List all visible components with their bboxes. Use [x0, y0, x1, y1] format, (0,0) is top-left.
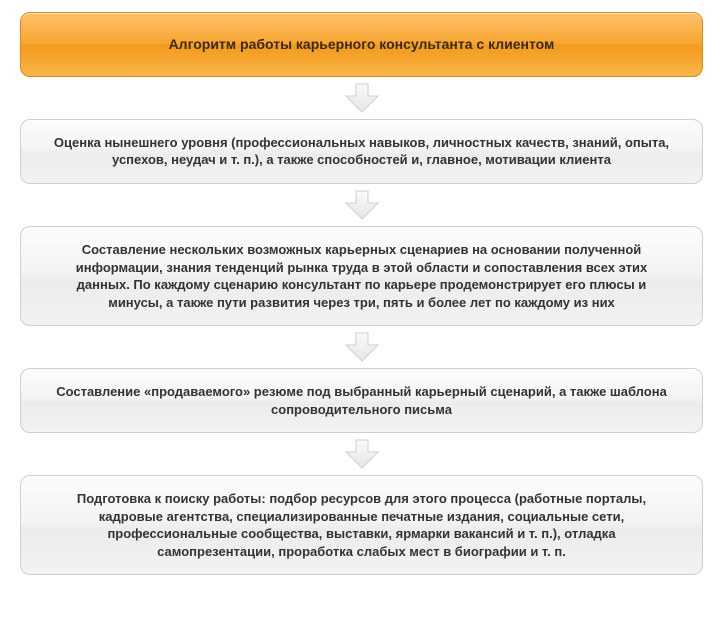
header-text: Алгоритм работы карьерного консультанта …: [169, 36, 555, 52]
step-box-4: Подготовка к поиску работы: подбор ресур…: [20, 475, 703, 575]
step-box-3: Составление «продаваемого» резюме под вы…: [20, 368, 703, 433]
step-box-1: Оценка нынешнего уровня (профессиональны…: [20, 119, 703, 184]
flowchart: Алгоритм работы карьерного консультанта …: [20, 12, 703, 575]
header-box: Алгоритм работы карьерного консультанта …: [20, 12, 703, 77]
step-text: Оценка нынешнего уровня (профессиональны…: [54, 135, 669, 168]
step-text: Составление «продаваемого» резюме под вы…: [56, 384, 667, 417]
arrow-down-icon: [342, 332, 382, 362]
arrow-down-icon: [342, 83, 382, 113]
step-text: Составление нескольких возможных карьерн…: [76, 242, 647, 310]
arrow-down-icon: [342, 439, 382, 469]
step-text: Подготовка к поиску работы: подбор ресур…: [77, 491, 646, 559]
arrow-down-icon: [342, 190, 382, 220]
step-box-2: Составление нескольких возможных карьерн…: [20, 226, 703, 326]
